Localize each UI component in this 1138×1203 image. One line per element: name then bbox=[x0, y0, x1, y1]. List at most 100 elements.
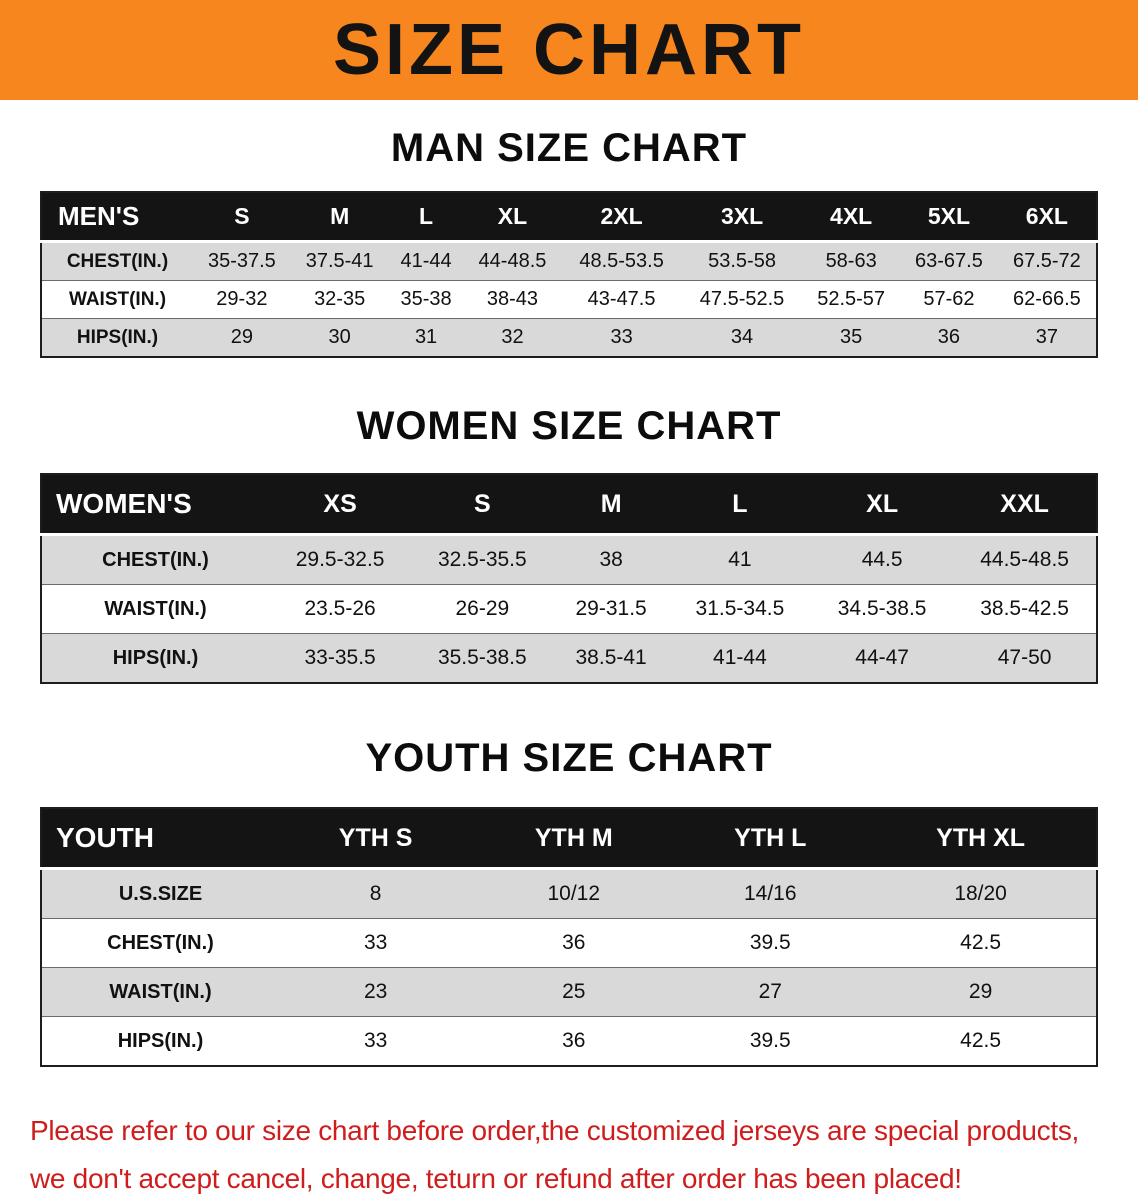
table-corner-label: YOUTH bbox=[41, 808, 279, 870]
measurement-row-label: CHEST(IN.) bbox=[41, 918, 279, 968]
size-column-header: XS bbox=[269, 474, 412, 536]
size-column-header: YTH S bbox=[279, 808, 473, 870]
size-column-header: M bbox=[553, 474, 669, 536]
size-column-header: YTH L bbox=[675, 808, 866, 870]
size-value-cell: 39.5 bbox=[675, 918, 866, 968]
size-value-cell: 37.5-41 bbox=[305, 250, 374, 272]
women-size-table: WOMEN'S XS S M L XL XXL CHEST(IN.) 29.5-32.5 32.5… bbox=[40, 473, 1098, 684]
size-value-cell: 35-38 bbox=[388, 280, 464, 319]
measurement-row-label: CHEST(IN.) bbox=[66, 250, 169, 272]
size-value-cell: 38.5-41 bbox=[553, 633, 669, 683]
size-value-cell: 44-48.5 bbox=[478, 250, 547, 272]
size-column-header: 4XL bbox=[802, 192, 901, 243]
measurement-row-label: WAIST(IN.) bbox=[41, 584, 269, 634]
size-value-cell: 27 bbox=[675, 967, 866, 1017]
youth-size-section: YOUTH SIZE CHART YOUTH YTH S YTH M YTH L YTH… bbox=[0, 684, 1138, 1067]
size-value-cell: 23.5-26 bbox=[269, 584, 412, 634]
youth-size-table: YOUTH YTH S YTH M YTH L YTH XL U.S.SIZE 8 10/12… bbox=[40, 807, 1098, 1067]
measurement-row: WAIST(IN.) 23.5-26 26-29 29-31.5 31.5-34.5 34… bbox=[41, 584, 1097, 634]
size-value-cell: 38-43 bbox=[463, 280, 562, 319]
size-value-cell: 35-37.5 bbox=[207, 250, 276, 272]
size-column-header: 6XL bbox=[997, 192, 1097, 243]
size-value-cell: 34.5-38.5 bbox=[811, 584, 954, 634]
measurement-row: HIPS(IN.) 29 30 31 32 33 34 35 36 37 bbox=[41, 318, 1097, 357]
size-table-header-row: MEN'S S M L XL 2XL 3XL 4XL 5XL 6XL bbox=[41, 192, 1097, 243]
measurement-row: WAIST(IN.) 29-32 32-35 35-38 38-43 43-47.5 47.… bbox=[41, 280, 1097, 319]
size-value-cell: 33-35.5 bbox=[269, 633, 412, 683]
size-value-cell: 32 bbox=[463, 318, 562, 357]
size-column-header: YTH XL bbox=[865, 808, 1097, 870]
size-value-cell: 33 bbox=[279, 918, 473, 968]
size-value-cell: 29-31.5 bbox=[553, 584, 669, 634]
size-column-header: YTH M bbox=[472, 808, 676, 870]
size-value-cell: 34 bbox=[681, 318, 803, 357]
size-value-cell: 38 bbox=[599, 548, 623, 571]
men-size-section: MAN SIZE CHART MEN'S S M L XL 2XL 3XL 4XL 5XL 6XL… bbox=[0, 100, 1138, 358]
size-value-cell: 53.5-58 bbox=[708, 250, 776, 272]
size-value-cell: 42.5 bbox=[865, 1016, 1097, 1066]
measurement-row: CHEST(IN.) 29.5-32.5 32.5-35.5 38 41 44.5 44.5… bbox=[41, 534, 1097, 585]
size-value-cell: 8 bbox=[369, 882, 382, 905]
table-corner-label: MEN'S bbox=[41, 192, 193, 243]
size-value-cell: 62-66.5 bbox=[997, 280, 1097, 319]
size-value-cell: 41-44 bbox=[400, 250, 452, 272]
measurement-row: CHEST(IN.) 35-37.5 37.5-41 41-44 44-48.5 48.5… bbox=[41, 241, 1097, 281]
size-value-cell: 44.5-48.5 bbox=[980, 548, 1069, 571]
size-column-header: XXL bbox=[953, 474, 1097, 536]
size-column-header: L bbox=[388, 192, 464, 243]
measurement-row: U.S.SIZE 8 10/12 14/16 18/20 bbox=[41, 868, 1097, 919]
size-value-cell: 10/12 bbox=[547, 882, 601, 905]
size-chart-banner: SIZE CHART bbox=[0, 0, 1138, 100]
size-value-cell: 48.5-53.5 bbox=[579, 250, 664, 272]
size-value-cell: 36 bbox=[472, 1016, 676, 1066]
size-value-cell: 36 bbox=[472, 918, 676, 968]
size-value-cell: 42.5 bbox=[865, 918, 1097, 968]
size-value-cell: 41-44 bbox=[668, 633, 812, 683]
size-value-cell: 35 bbox=[802, 318, 901, 357]
size-value-cell: 32-35 bbox=[290, 280, 389, 319]
disclaimer-line-1: Please refer to our size chart before or… bbox=[30, 1115, 1080, 1146]
size-value-cell: 29.5-32.5 bbox=[295, 548, 385, 571]
size-value-cell: 67.5-72 bbox=[1012, 250, 1081, 272]
page-title: SIZE CHART bbox=[333, 10, 805, 90]
size-value-cell: 35.5-38.5 bbox=[411, 633, 554, 683]
size-table-header-row: WOMEN'S XS S M L XL XXL bbox=[41, 474, 1097, 536]
size-value-cell: 14/16 bbox=[743, 882, 797, 905]
size-value-cell: 37 bbox=[997, 318, 1097, 357]
measurement-row-label: HIPS(IN.) bbox=[41, 318, 193, 357]
size-value-cell: 29-32 bbox=[193, 280, 291, 319]
size-value-cell: 52.5-57 bbox=[802, 280, 901, 319]
youth-section-heading: YOUTH SIZE CHART bbox=[365, 736, 773, 780]
size-column-header: XL bbox=[811, 474, 954, 536]
size-value-cell: 25 bbox=[472, 967, 676, 1017]
size-value-cell: 31.5-34.5 bbox=[668, 584, 812, 634]
size-column-header: 2XL bbox=[561, 192, 682, 243]
measurement-row: HIPS(IN.) 33-35.5 35.5-38.5 38.5-41 41-44 44-… bbox=[41, 633, 1097, 683]
measurement-row: WAIST(IN.) 23 25 27 29 bbox=[41, 967, 1097, 1017]
size-value-cell: 47-50 bbox=[953, 633, 1097, 683]
size-value-cell: 33 bbox=[561, 318, 682, 357]
size-value-cell: 26-29 bbox=[411, 584, 554, 634]
measurement-row-label: U.S.SIZE bbox=[118, 882, 203, 905]
size-column-header: 5XL bbox=[900, 192, 998, 243]
men-section-heading: MAN SIZE CHART bbox=[390, 126, 748, 170]
size-value-cell: 58-63 bbox=[825, 250, 877, 272]
measurement-row: CHEST(IN.) 33 36 39.5 42.5 bbox=[41, 918, 1097, 968]
size-column-header: M bbox=[290, 192, 389, 243]
size-column-header: S bbox=[411, 474, 554, 536]
size-column-header: S bbox=[193, 192, 291, 243]
table-corner-label: WOMEN'S bbox=[41, 474, 269, 536]
size-value-cell: 29 bbox=[193, 318, 291, 357]
size-value-cell: 36 bbox=[900, 318, 998, 357]
measurement-row-label: WAIST(IN.) bbox=[41, 280, 193, 319]
size-value-cell: 39.5 bbox=[675, 1016, 866, 1066]
size-column-header: XL bbox=[463, 192, 562, 243]
size-value-cell: 33 bbox=[279, 1016, 473, 1066]
measurement-row-label: CHEST(IN.) bbox=[102, 548, 209, 571]
disclaimer-line-2: we don't accept cancel, change, teturn o… bbox=[30, 1163, 962, 1195]
measurement-row-label: HIPS(IN.) bbox=[41, 1016, 279, 1066]
size-value-cell: 44-47 bbox=[811, 633, 954, 683]
measurement-row-label: WAIST(IN.) bbox=[41, 967, 279, 1017]
size-value-cell: 31 bbox=[388, 318, 464, 357]
